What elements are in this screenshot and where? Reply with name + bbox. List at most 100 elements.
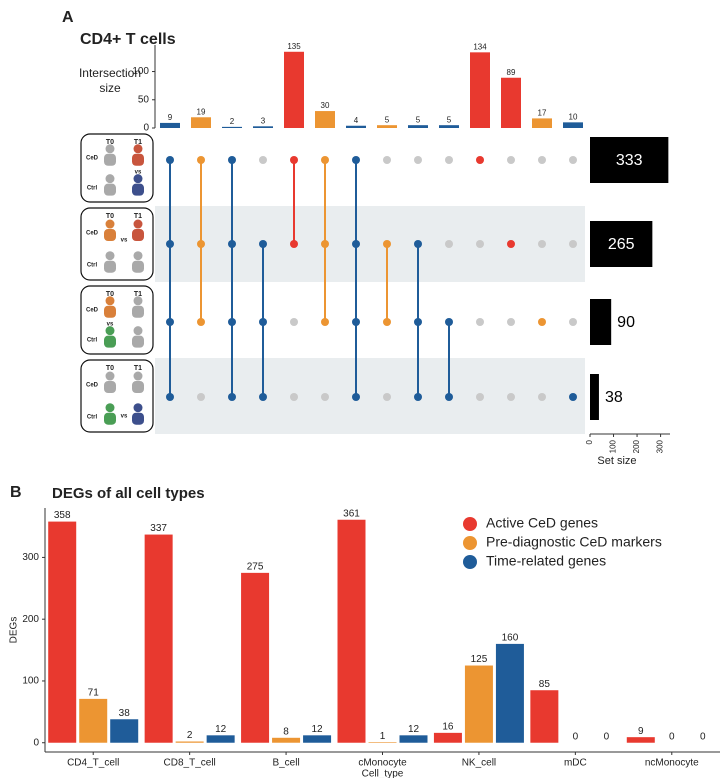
value-label: 12 xyxy=(215,724,227,735)
dot-empty xyxy=(476,240,484,248)
set-text: T0 xyxy=(106,139,114,146)
value-label: 12 xyxy=(312,724,324,735)
person-head xyxy=(133,371,143,381)
bar xyxy=(175,741,204,743)
person-head xyxy=(133,296,143,306)
dot xyxy=(259,318,267,326)
person-body xyxy=(132,381,144,394)
dot xyxy=(259,393,267,401)
set-text: vs xyxy=(135,170,142,176)
value-label: 5 xyxy=(416,115,421,124)
y-tick-label: 300 xyxy=(22,552,39,563)
dot xyxy=(569,393,577,401)
value-label: 9 xyxy=(638,726,644,737)
person-head xyxy=(105,326,115,336)
value-label: 4 xyxy=(354,116,359,125)
value-label: 16 xyxy=(442,721,454,732)
person-head xyxy=(105,296,115,306)
dot xyxy=(352,318,360,326)
bar xyxy=(464,665,493,743)
dot-empty xyxy=(197,393,205,401)
value-label: 10 xyxy=(569,112,578,121)
set-text: CeD xyxy=(86,155,99,161)
set-size-label: 90 xyxy=(617,314,635,331)
set-text: Ctrl xyxy=(87,414,98,420)
dot-empty xyxy=(445,156,453,164)
set-text: T1 xyxy=(134,139,142,146)
bar xyxy=(284,51,304,128)
y-tick-label: 100 xyxy=(22,676,39,687)
value-label: 89 xyxy=(507,68,516,77)
y-axis-label: Intersection size xyxy=(78,66,142,95)
dot-empty xyxy=(290,318,298,326)
bar xyxy=(408,125,428,128)
person-body xyxy=(132,183,144,196)
dot xyxy=(321,156,329,164)
dot xyxy=(197,318,205,326)
legend-swatch xyxy=(463,517,477,531)
person-body xyxy=(104,412,116,425)
chart-title: CD4+ T cells xyxy=(80,31,176,48)
value-label: 9 xyxy=(168,113,173,122)
set-text: CeD xyxy=(86,231,99,237)
bar xyxy=(439,125,459,128)
bar xyxy=(315,111,335,128)
bar xyxy=(110,719,139,743)
x-tick-label: CD4_T_cell xyxy=(67,758,119,769)
set-size-bar xyxy=(590,299,612,345)
y-axis-label: DEGs xyxy=(9,617,20,644)
set-text: Ctrl xyxy=(87,262,98,268)
person-body xyxy=(104,229,116,242)
dot xyxy=(352,240,360,248)
y-tick-label: 50 xyxy=(138,94,150,105)
dot-empty xyxy=(569,240,577,248)
person-head xyxy=(105,371,115,381)
dot xyxy=(352,156,360,164)
bar xyxy=(346,125,366,128)
person-head xyxy=(133,174,143,184)
dot xyxy=(166,240,174,248)
dot xyxy=(166,318,174,326)
bar xyxy=(563,122,583,128)
dot-empty xyxy=(383,393,391,401)
person-head xyxy=(133,219,143,229)
dot xyxy=(476,156,484,164)
row-band xyxy=(155,206,585,282)
dot xyxy=(228,318,236,326)
set-size-bar xyxy=(590,137,669,183)
person-body xyxy=(104,381,116,394)
legend-swatch xyxy=(463,555,477,569)
dot xyxy=(259,240,267,248)
dot-empty xyxy=(383,156,391,164)
set-size-label: 38 xyxy=(605,389,623,406)
set-text: Ctrl xyxy=(87,337,98,343)
dot-empty xyxy=(538,240,546,248)
set-text: T1 xyxy=(134,213,142,220)
value-label: 134 xyxy=(473,42,487,51)
dot xyxy=(290,240,298,248)
person-body xyxy=(132,229,144,242)
dot-empty xyxy=(259,156,267,164)
dot-empty xyxy=(445,240,453,248)
bar xyxy=(303,735,332,743)
person-body xyxy=(132,305,144,318)
set-text: vs xyxy=(107,322,114,328)
x-axis-label: Cell_type xyxy=(362,769,404,778)
bar xyxy=(191,117,211,128)
value-label: 0 xyxy=(604,731,610,742)
x-axis-label: Set size xyxy=(597,455,636,467)
value-label: 5 xyxy=(447,115,452,124)
value-label: 160 xyxy=(502,633,519,644)
dot xyxy=(507,240,515,248)
set-text: T1 xyxy=(134,365,142,372)
value-label: 2 xyxy=(230,117,235,126)
dot xyxy=(352,393,360,401)
bar xyxy=(530,690,559,743)
person-body xyxy=(104,335,116,348)
x-tick-label: cMonocyte xyxy=(358,758,407,769)
value-label: 2 xyxy=(187,730,193,741)
set-size-bar xyxy=(590,374,599,420)
value-label: 361 xyxy=(343,508,360,519)
legend-label: Time-related genes xyxy=(486,553,606,569)
value-label: 12 xyxy=(408,724,420,735)
